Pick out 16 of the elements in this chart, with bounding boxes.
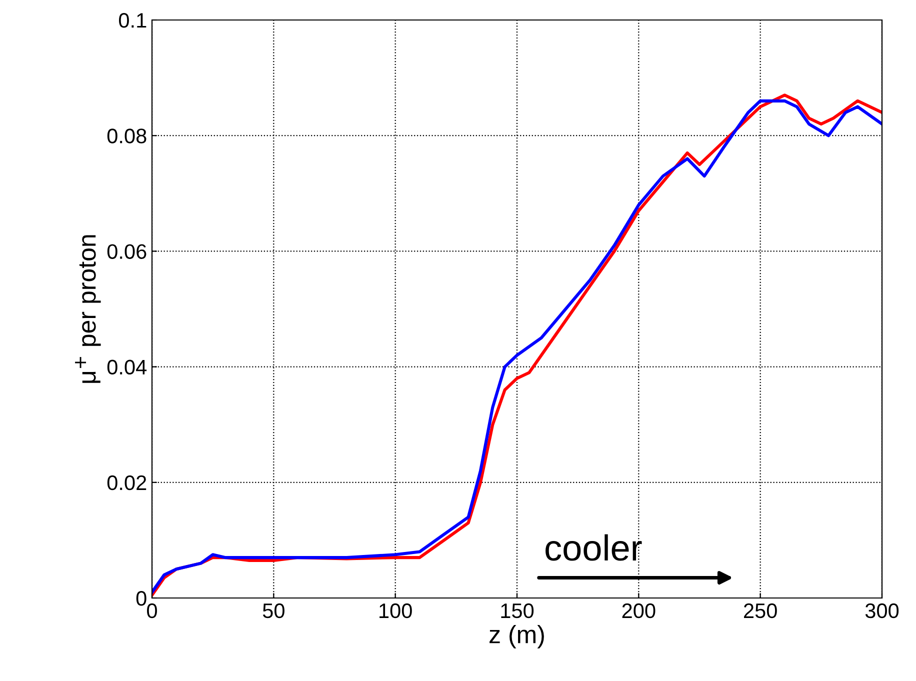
y-tick-label: 0.06 xyxy=(107,244,146,259)
y-tick-label: 0 xyxy=(136,591,146,606)
y-tick-label: 0.04 xyxy=(107,360,147,375)
y-tick-label: 0.02 xyxy=(107,475,146,490)
x-tick-label: 300 xyxy=(865,603,899,618)
x-tick-label: 200 xyxy=(622,603,656,618)
x-tick-label: 250 xyxy=(744,603,777,618)
y-tick-label: 0.08 xyxy=(107,128,146,144)
x-tick-label: 150 xyxy=(501,603,534,618)
x-axis-title: z (m) xyxy=(490,625,544,648)
annotation: cooler xyxy=(546,534,642,561)
x-tick-label: 100 xyxy=(380,603,412,618)
y-tick-label: 0.1 xyxy=(118,13,146,28)
y-axis-title: μ$^{+}$ per proton xyxy=(75,235,101,383)
x-tick-label: 0 xyxy=(147,603,157,618)
x-tick-label: 50 xyxy=(262,603,284,618)
